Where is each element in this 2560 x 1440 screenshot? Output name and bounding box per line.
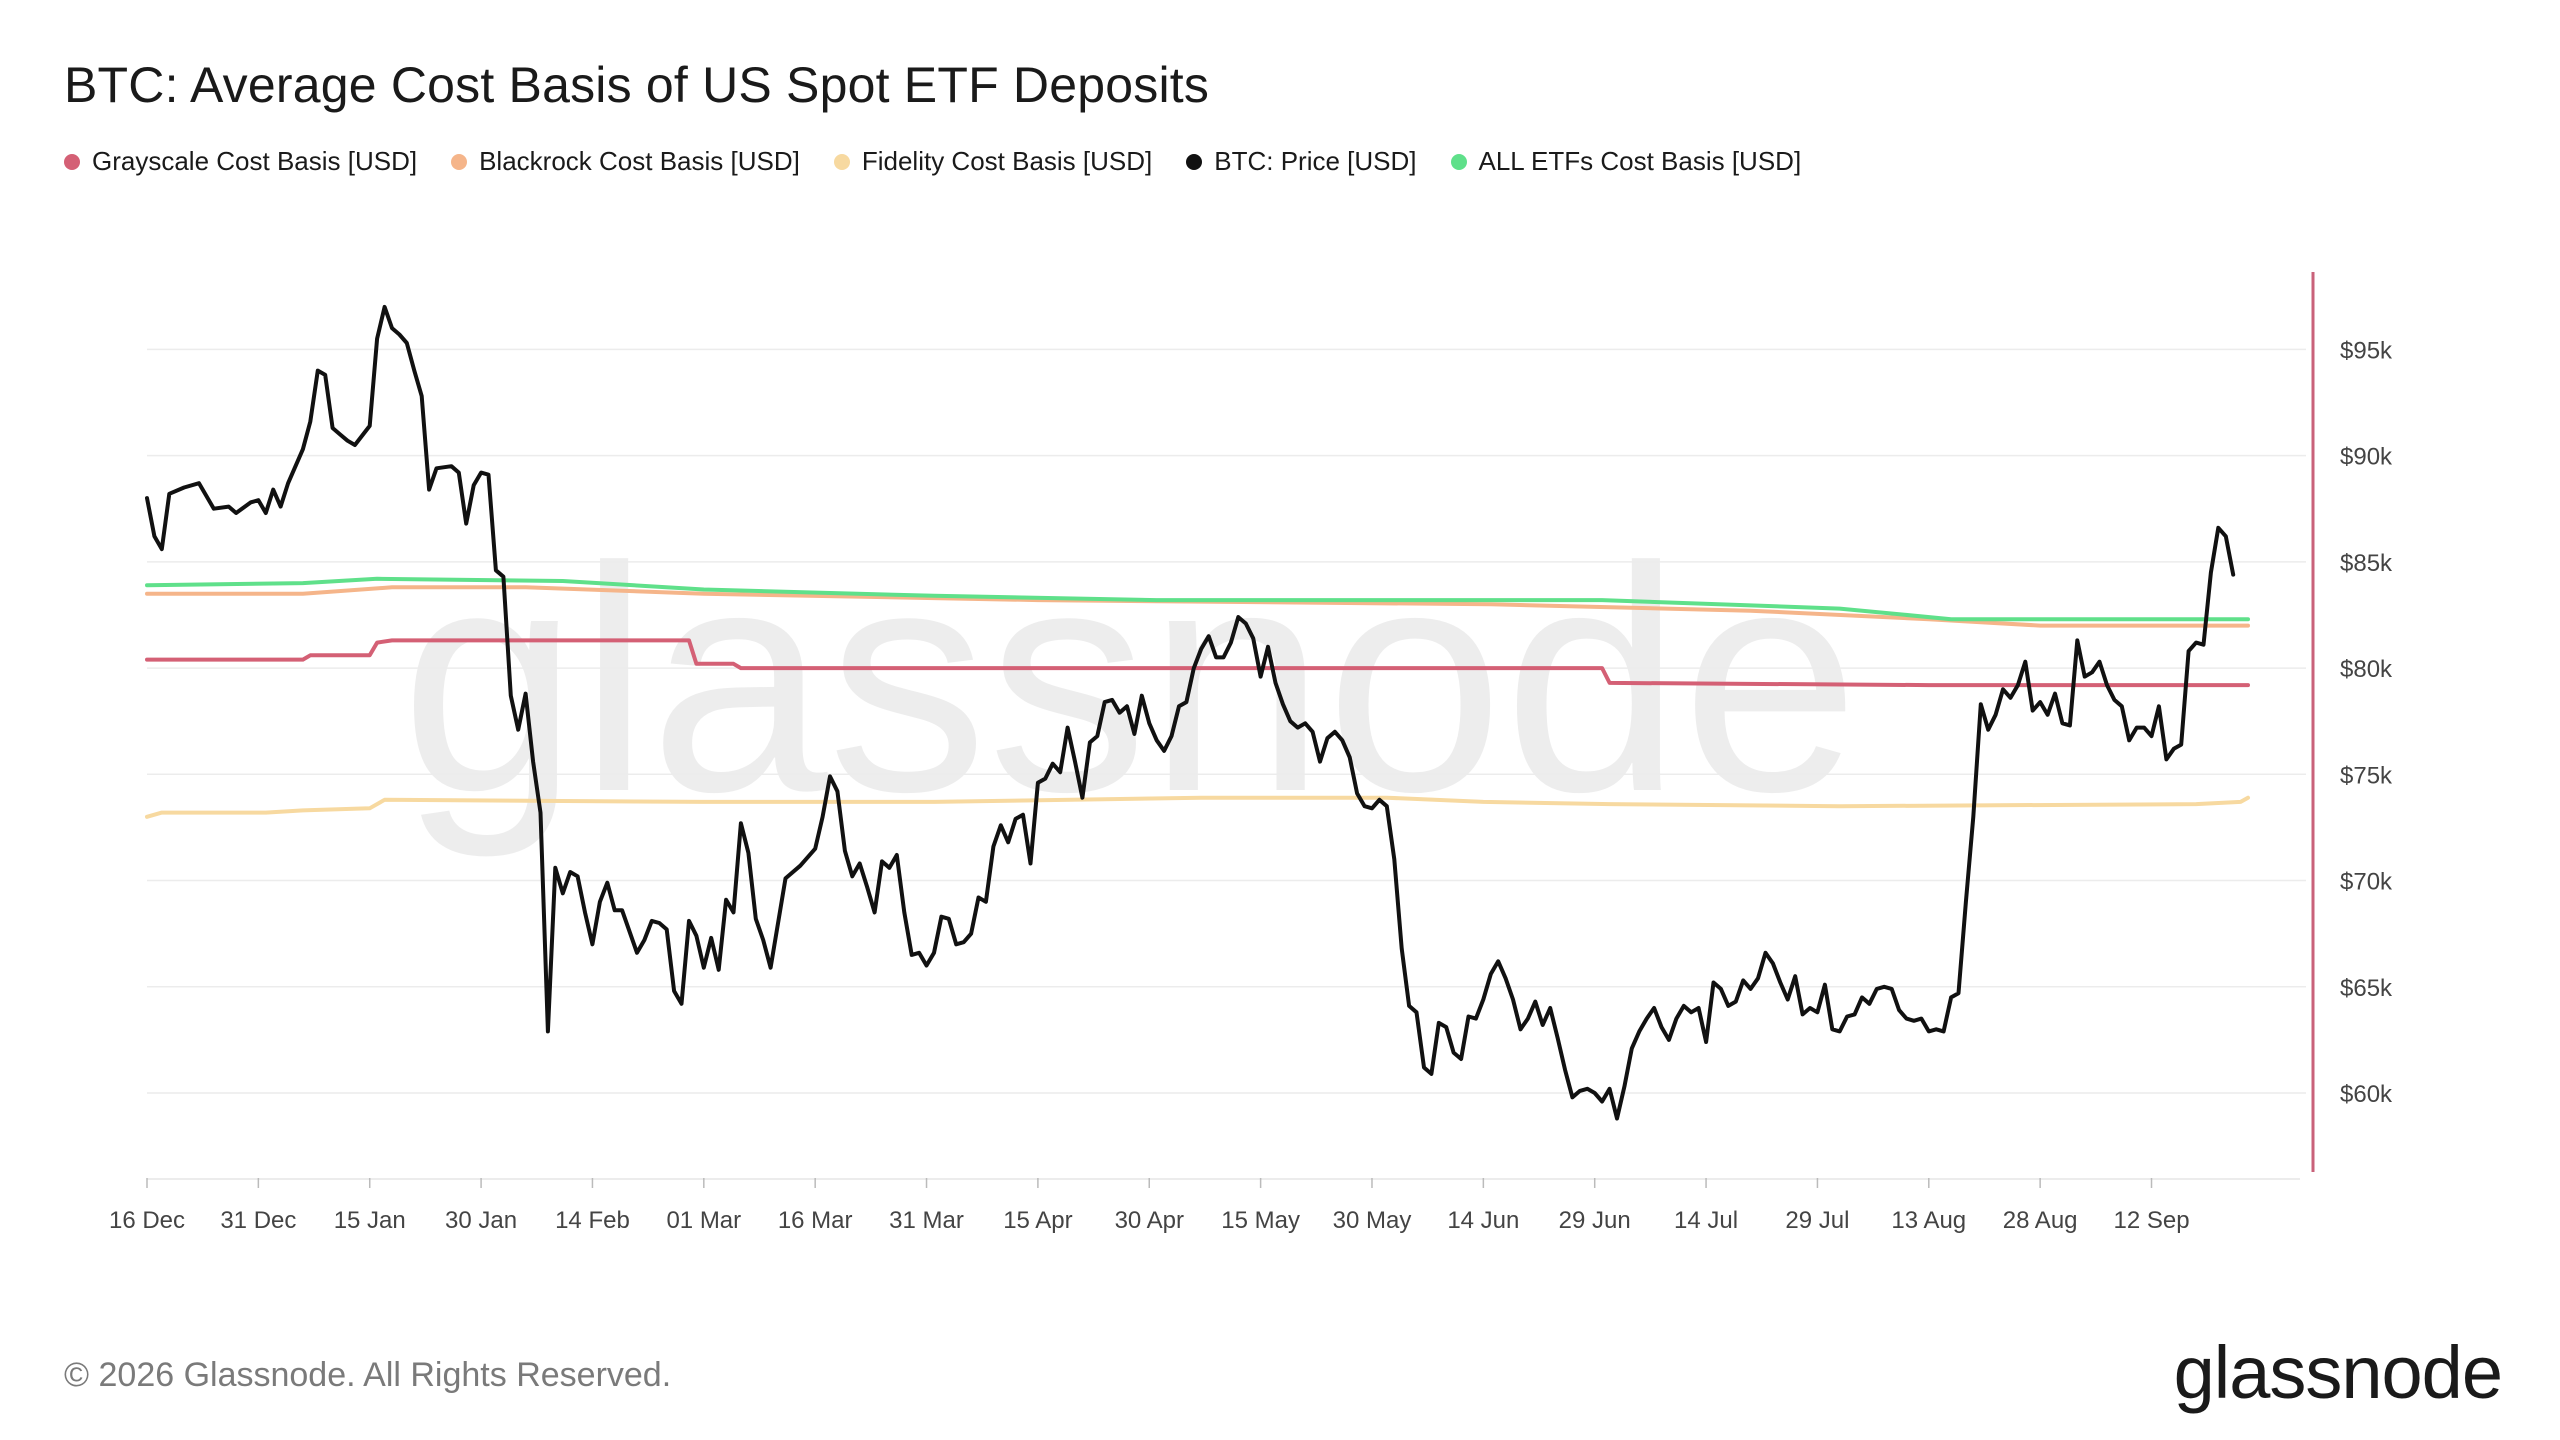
x-tick-label: 14 Jul <box>1674 1207 1738 1234</box>
y-tick-label: $65k <box>2340 975 2393 1002</box>
x-tick-label: 30 Jan <box>445 1207 517 1234</box>
series-line-blackrock-cost-basis-usd <box>145 585 2250 628</box>
x-tick-label: 16 Dec <box>109 1207 185 1234</box>
legend-dot-icon <box>451 153 468 170</box>
legend-dot-icon <box>64 153 80 170</box>
x-tick-label: 12 Sep <box>2113 1207 2189 1234</box>
x-tick-label: 28 Aug <box>2003 1207 2078 1234</box>
legend-label: ALL ETFs Cost Basis [USD] <box>1478 146 1802 176</box>
y-axis: $60k $65k $70k $75k $80k $85k $90k $95k <box>2311 272 2393 1172</box>
legend-label: Fidelity Cost Basis [USD] <box>861 146 1153 176</box>
x-tick-label: 15 Jan <box>334 1207 406 1234</box>
grid-lines <box>147 348 2306 1094</box>
x-tick-label: 01 Mar <box>666 1207 741 1234</box>
legend-item-grayscale[interactable]: Grayscale Cost Basis [USD] <box>64 146 417 177</box>
series-line-btc-price-usd <box>145 304 2236 1121</box>
x-tick-label: 30 Apr <box>1115 1207 1184 1234</box>
series-line-all-etfs-cost-basis-usd <box>145 576 2250 622</box>
x-tick-label: 15 May <box>1221 1207 1300 1234</box>
y-tick-label: $95k <box>2340 337 2393 364</box>
x-tick-label: 14 Feb <box>555 1207 630 1234</box>
legend: Grayscale Cost Basis [USD] Blackrock Cos… <box>64 146 1801 177</box>
y-tick-label: $75k <box>2340 762 2393 789</box>
legend-label: Blackrock Cost Basis [USD] <box>479 146 800 176</box>
y-tick-label: $90k <box>2340 444 2393 471</box>
x-tick-label: 16 Mar <box>778 1207 853 1234</box>
y-tick-label: $85k <box>2340 550 2393 577</box>
x-tick-label: 31 Mar <box>889 1207 964 1234</box>
x-tick-label: 30 May <box>1333 1207 1412 1234</box>
x-axis: 16 Dec 31 Dec 15 Jan 30 Jan 14 Feb 01 Mar 16 M… <box>109 1178 2300 1234</box>
series-line-fidelity-cost-basis-usd <box>145 795 2250 819</box>
legend-dot-icon <box>1186 153 1203 170</box>
legend-item-blackrock[interactable]: Blackrock Cost Basis [USD] <box>451 146 800 177</box>
x-tick-label: 13 Aug <box>1891 1207 1966 1234</box>
chart-title: BTC: Average Cost Basis of US Spot ETF D… <box>64 57 1210 113</box>
legend-label: Grayscale Cost Basis [USD] <box>92 146 418 176</box>
legend-dot-icon <box>1450 153 1467 170</box>
x-tick-label: 31 Dec <box>220 1207 296 1234</box>
x-tick-label: 29 Jul <box>1785 1207 1849 1234</box>
y-tick-label: $80k <box>2340 656 2393 683</box>
x-tick-label: 15 Apr <box>1003 1207 1072 1234</box>
y-tick-label: $70k <box>2340 869 2393 896</box>
legend-dot-icon <box>833 153 850 170</box>
brand-logo: glassnode <box>2173 1331 2503 1414</box>
legend-item-btc-price[interactable]: BTC: Price [USD] <box>1186 146 1417 177</box>
legend-item-fidelity[interactable]: Fidelity Cost Basis [USD] <box>833 146 1153 177</box>
series-group <box>145 304 2250 1121</box>
x-tick-label: 14 Jun <box>1447 1207 1519 1234</box>
legend-item-all-etfs[interactable]: ALL ETFs Cost Basis [USD] <box>1450 146 1802 177</box>
series-line-grayscale-cost-basis-usd <box>145 638 2250 688</box>
legend-label: BTC: Price [USD] <box>1214 146 1417 176</box>
x-tick-label: 29 Jun <box>1559 1207 1631 1234</box>
y-tick-label: $60k <box>2340 1081 2393 1108</box>
copyright-footer: © 2026 Glassnode. All Rights Reserved. <box>64 1356 672 1394</box>
